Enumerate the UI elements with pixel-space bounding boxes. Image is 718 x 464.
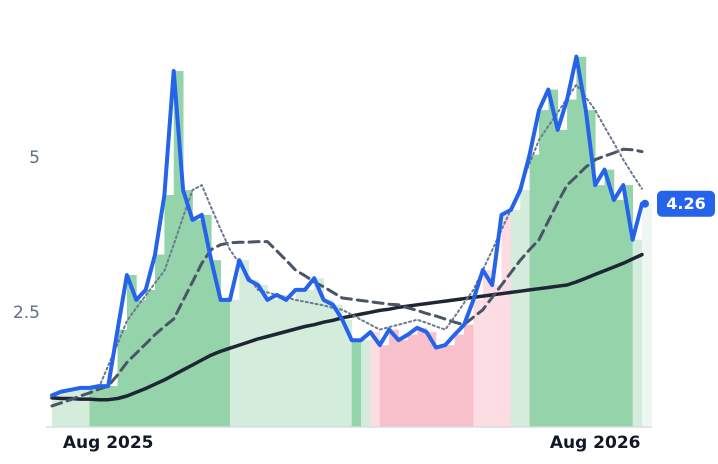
- regime-bar: [538, 110, 549, 428]
- regime-bar: [89, 387, 100, 427]
- regime-bar: [567, 99, 577, 428]
- regime-bar: [183, 190, 193, 427]
- regime-bar: [492, 284, 502, 427]
- regime-bar: [407, 334, 418, 427]
- regime-bar: [426, 332, 437, 427]
- regime-bar: [211, 260, 221, 427]
- regime-bar: [80, 387, 90, 427]
- last-value-badge: [657, 190, 715, 217]
- regime-bar: [548, 89, 559, 427]
- regime-bar: [267, 299, 278, 427]
- regime-bar: [192, 219, 203, 427]
- regime-bar: [276, 294, 287, 427]
- regime-bar: [126, 275, 137, 427]
- regime-bar: [201, 214, 212, 427]
- regime-bar: [557, 129, 568, 427]
- regime-bar: [98, 386, 109, 427]
- regime-bar: [248, 280, 259, 427]
- regime-bar: [323, 299, 334, 427]
- regime-bar: [258, 284, 268, 427]
- series-line: [97, 83, 643, 389]
- regime-bar: [145, 289, 156, 427]
- series-line: [50, 147, 644, 408]
- regime-bar: [304, 289, 315, 427]
- regime-bar: [136, 299, 147, 427]
- regime-bar: [61, 391, 72, 427]
- regime-bar: [595, 185, 605, 427]
- y-tick-label: 2.5: [13, 303, 40, 323]
- regime-bar: [164, 195, 175, 427]
- regime-bar: [613, 200, 624, 427]
- regime-bar: [454, 334, 465, 427]
- regime-bar: [520, 190, 531, 427]
- regime-bar: [379, 345, 390, 427]
- regime-bar: [342, 319, 353, 427]
- regime-bar: [52, 395, 62, 427]
- regime-bar: [501, 214, 512, 427]
- regime-bar: [314, 278, 324, 427]
- regime-bar: [370, 332, 381, 427]
- regime-bar: [117, 329, 128, 427]
- regime-bar: [435, 347, 446, 427]
- regime-bar: [332, 304, 343, 427]
- regime-bar: [464, 324, 474, 427]
- regime-bar: [173, 71, 184, 427]
- regime-bar: [286, 299, 296, 427]
- last-value-label: 4.26: [666, 194, 705, 213]
- last-point: [641, 199, 649, 208]
- regime-bar: [295, 289, 306, 427]
- series-line: [50, 252, 644, 402]
- regime-bar: [473, 299, 484, 427]
- regime-bar: [510, 209, 521, 427]
- regime-bar: [623, 185, 634, 427]
- regime-bar: [417, 327, 428, 427]
- x-tick-label: Aug 2026: [550, 433, 641, 453]
- x-tick-label: Aug 2025: [63, 433, 154, 453]
- regime-bar: [108, 386, 118, 427]
- regime-bar: [361, 340, 371, 427]
- regime-bar: [398, 340, 409, 427]
- regime-bar: [642, 203, 652, 427]
- y-tick-label: 5: [29, 148, 40, 168]
- regime-bar: [389, 329, 399, 427]
- regime-bar: [604, 169, 615, 428]
- regime-bar: [70, 389, 81, 427]
- regime-bar: [445, 345, 456, 427]
- regime-bar: [155, 254, 165, 427]
- regime-bar: [482, 270, 493, 427]
- regime-bar: [229, 299, 240, 427]
- series-line: [50, 54, 644, 398]
- regime-bar: [585, 110, 596, 428]
- regime-bar: [632, 239, 643, 427]
- regime-bar: [576, 56, 587, 428]
- regime-bar: [220, 299, 231, 427]
- regime-bar: [351, 340, 362, 427]
